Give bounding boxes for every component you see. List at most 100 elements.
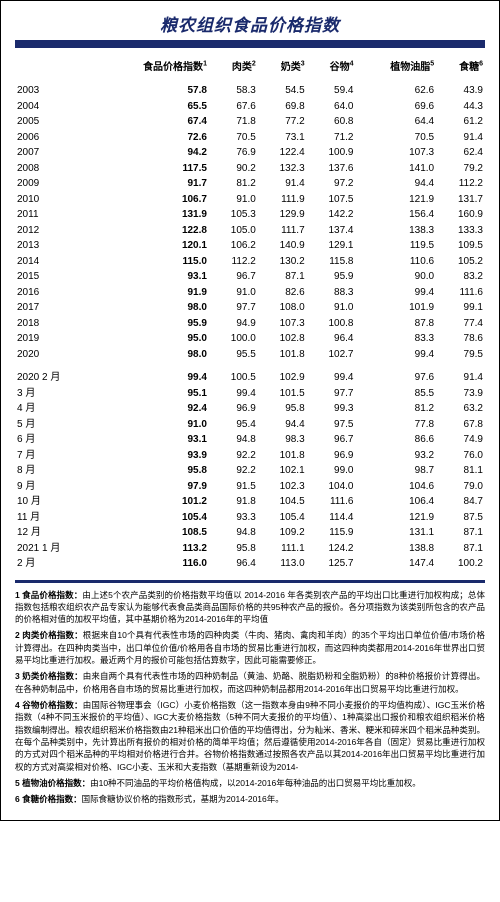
cell-value: 100.2 bbox=[436, 556, 485, 572]
table-row: 4 月92.496.995.899.381.263.2 bbox=[15, 401, 485, 417]
cell-value: 98.0 bbox=[95, 300, 209, 316]
cell-value: 104.0 bbox=[307, 479, 356, 495]
cell-value: 95.4 bbox=[209, 417, 258, 433]
cell-value: 92.2 bbox=[209, 448, 258, 464]
cell-value: 115.8 bbox=[307, 254, 356, 270]
cell-value: 97.5 bbox=[307, 417, 356, 433]
row-label: 2016 bbox=[15, 285, 95, 301]
cell-value: 111.9 bbox=[258, 192, 307, 208]
cell-value: 91.0 bbox=[307, 300, 356, 316]
cell-value: 71.8 bbox=[209, 114, 258, 130]
cell-value: 96.4 bbox=[209, 556, 258, 572]
cell-value: 79.0 bbox=[436, 479, 485, 495]
cell-value: 87.1 bbox=[258, 269, 307, 285]
cell-value: 91.4 bbox=[258, 176, 307, 192]
cell-value: 112.2 bbox=[209, 254, 258, 270]
cell-value: 83.2 bbox=[436, 269, 485, 285]
cell-value: 101.8 bbox=[258, 347, 307, 363]
cell-value: 116.0 bbox=[95, 556, 209, 572]
cell-value: 133.3 bbox=[436, 223, 485, 239]
cell-value: 122.4 bbox=[258, 145, 307, 161]
row-label: 2007 bbox=[15, 145, 95, 161]
cell-value: 94.4 bbox=[258, 417, 307, 433]
cell-value: 111.1 bbox=[258, 541, 307, 557]
row-label: 2 月 bbox=[15, 556, 95, 572]
cell-value: 160.9 bbox=[436, 207, 485, 223]
cell-value: 113.0 bbox=[258, 556, 307, 572]
cell-value: 95.5 bbox=[209, 347, 258, 363]
cell-value: 67.6 bbox=[209, 99, 258, 115]
row-label: 2019 bbox=[15, 331, 95, 347]
cell-value: 99.1 bbox=[436, 300, 485, 316]
cell-value: 102.7 bbox=[307, 347, 356, 363]
cell-value: 137.6 bbox=[307, 161, 356, 177]
cell-value: 104.5 bbox=[258, 494, 307, 510]
cell-value: 87.1 bbox=[436, 525, 485, 541]
row-label: 2018 bbox=[15, 316, 95, 332]
row-label: 2004 bbox=[15, 99, 95, 115]
cell-value: 93.3 bbox=[209, 510, 258, 526]
cell-value: 99.4 bbox=[307, 370, 356, 386]
cell-value: 94.2 bbox=[95, 145, 209, 161]
cell-value: 65.5 bbox=[95, 99, 209, 115]
cell-value: 97.2 bbox=[307, 176, 356, 192]
table-row: 2020 2 月99.4100.5102.999.497.691.4 bbox=[15, 370, 485, 386]
table-row: 3 月95.199.4101.597.785.573.9 bbox=[15, 386, 485, 402]
table-row: 2010106.791.0111.9107.5121.9131.7 bbox=[15, 192, 485, 208]
table-row: 201995.0100.0102.896.483.378.6 bbox=[15, 331, 485, 347]
cell-value: 67.8 bbox=[436, 417, 485, 433]
cell-value: 91.7 bbox=[95, 176, 209, 192]
cell-value: 100.8 bbox=[307, 316, 356, 332]
cell-value: 79.5 bbox=[436, 347, 485, 363]
price-index-table: 食品价格指数1肉类2奶类3谷物4植物油脂5食糖6 200357.858.354.… bbox=[15, 54, 485, 572]
table-row: 201895.994.9107.3100.887.877.4 bbox=[15, 316, 485, 332]
col-header: 肉类2 bbox=[209, 54, 258, 83]
cell-value: 142.2 bbox=[307, 207, 356, 223]
row-label: 2015 bbox=[15, 269, 95, 285]
cell-value: 92.2 bbox=[209, 463, 258, 479]
table-row: 7 月93.992.2101.896.993.276.0 bbox=[15, 448, 485, 464]
table-row: 202098.095.5101.8102.799.479.5 bbox=[15, 347, 485, 363]
table-row: 201691.991.082.688.399.4111.6 bbox=[15, 285, 485, 301]
cell-value: 130.2 bbox=[258, 254, 307, 270]
table-row: 10 月101.291.8104.5111.6106.484.7 bbox=[15, 494, 485, 510]
cell-value: 99.0 bbox=[307, 463, 356, 479]
cell-value: 81.1 bbox=[436, 463, 485, 479]
cell-value: 96.4 bbox=[307, 331, 356, 347]
cell-value: 43.9 bbox=[436, 83, 485, 99]
cell-value: 125.7 bbox=[307, 556, 356, 572]
cell-value: 109.2 bbox=[258, 525, 307, 541]
cell-value: 98.0 bbox=[95, 347, 209, 363]
row-label: 10 月 bbox=[15, 494, 95, 510]
cell-value: 111.7 bbox=[258, 223, 307, 239]
cell-value: 106.2 bbox=[209, 238, 258, 254]
row-label: 2012 bbox=[15, 223, 95, 239]
page-title: 粮农组织食品价格指数 bbox=[15, 9, 485, 38]
cell-value: 107.3 bbox=[356, 145, 437, 161]
cell-value: 91.5 bbox=[209, 479, 258, 495]
footnote: 4 谷物价格指数：由国际谷物理事会（IGC）小麦价格指数（这一指数本身由9种不同… bbox=[15, 699, 485, 773]
row-label: 6 月 bbox=[15, 432, 95, 448]
cell-value: 44.3 bbox=[436, 99, 485, 115]
table-row: 2011131.9105.3129.9142.2156.4160.9 bbox=[15, 207, 485, 223]
table-row: 201798.097.7108.091.0101.999.1 bbox=[15, 300, 485, 316]
cell-value: 95.0 bbox=[95, 331, 209, 347]
cell-value: 57.8 bbox=[95, 83, 209, 99]
cell-value: 94.4 bbox=[356, 176, 437, 192]
cell-value: 129.9 bbox=[258, 207, 307, 223]
cell-value: 58.3 bbox=[209, 83, 258, 99]
cell-value: 70.5 bbox=[209, 130, 258, 146]
row-label: 4 月 bbox=[15, 401, 95, 417]
cell-value: 91.0 bbox=[209, 192, 258, 208]
row-label: 3 月 bbox=[15, 386, 95, 402]
cell-value: 77.2 bbox=[258, 114, 307, 130]
cell-value: 108.0 bbox=[258, 300, 307, 316]
cell-value: 76.9 bbox=[209, 145, 258, 161]
cell-value: 102.8 bbox=[258, 331, 307, 347]
table-row: 2014115.0112.2130.2115.8110.6105.2 bbox=[15, 254, 485, 270]
cell-value: 91.4 bbox=[436, 130, 485, 146]
cell-value: 93.9 bbox=[95, 448, 209, 464]
cell-value: 101.9 bbox=[356, 300, 437, 316]
cell-value: 131.9 bbox=[95, 207, 209, 223]
table-header: 食品价格指数1肉类2奶类3谷物4植物油脂5食糖6 bbox=[15, 54, 485, 83]
